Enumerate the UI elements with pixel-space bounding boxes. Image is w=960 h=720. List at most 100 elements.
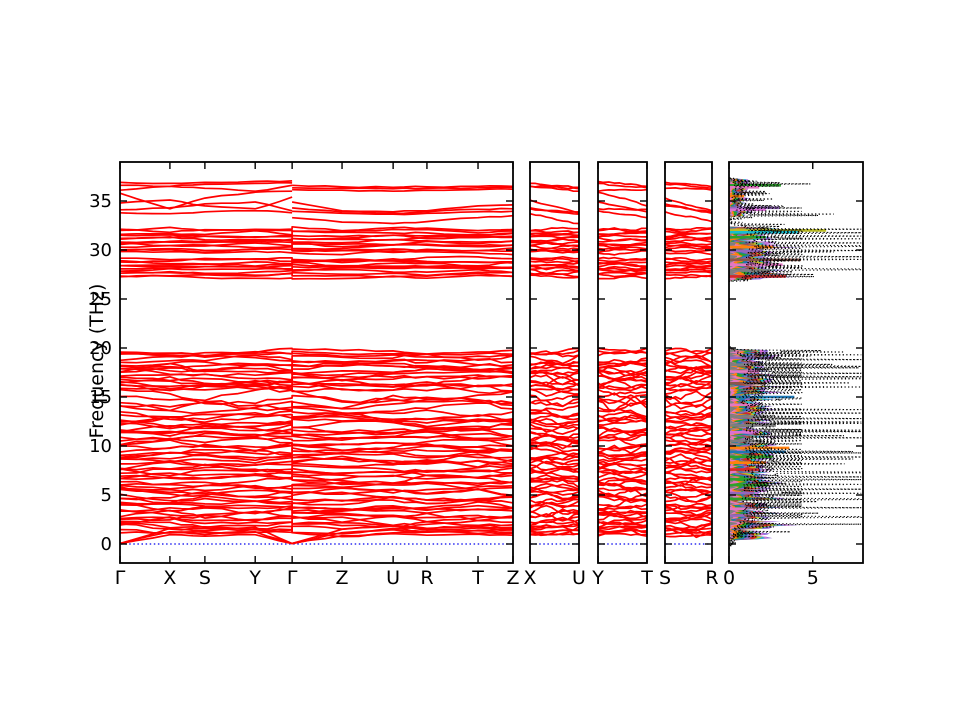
phonon-band: [598, 503, 647, 511]
phonon-band: [665, 533, 712, 538]
phonon-band: [120, 350, 513, 359]
phonon-band: [598, 256, 647, 261]
phonon-band: [598, 370, 647, 382]
phonon-band: [530, 401, 579, 408]
phonon-band: [530, 474, 579, 481]
phonon-band: [530, 464, 579, 473]
phonon-band: [120, 507, 513, 517]
phonon-band: [598, 227, 647, 232]
phonon-band: [530, 498, 579, 506]
phonon-band: [120, 359, 513, 370]
panel-frame: [728, 161, 864, 564]
phonon-band: [530, 374, 579, 386]
phonon-band: [598, 261, 647, 265]
phonon-band: [665, 359, 712, 368]
phonon-band: [120, 232, 513, 239]
phonon-band: [598, 479, 647, 486]
phonon-band: [665, 251, 712, 256]
k-point-label: Γ: [287, 567, 298, 589]
phonon-band: [598, 241, 647, 246]
phonon-band: [120, 228, 513, 234]
phonon-band: [598, 370, 647, 377]
phonon-band: [598, 444, 647, 451]
panel-frame: [119, 161, 514, 564]
k-point-label: T: [471, 567, 484, 589]
phonon-band: [598, 397, 647, 407]
phonon-band: [598, 472, 647, 480]
phonon-band: [120, 463, 513, 474]
phonon-band: [120, 459, 513, 471]
dos-tick-label: 5: [807, 567, 819, 589]
phonon-band: [530, 366, 579, 374]
phonon-band: [665, 241, 712, 246]
phonon-band: [120, 495, 513, 506]
phonon-band: [120, 509, 513, 520]
phonon-band: [665, 484, 712, 494]
phonon-band: [665, 527, 712, 532]
phonon-band: [665, 203, 712, 215]
phonon-band: [530, 247, 579, 251]
phonon-band: [665, 422, 712, 430]
phonon-band: [120, 515, 513, 525]
phonon-band: [530, 408, 579, 419]
phonon-band: [665, 512, 712, 521]
panel-frame: [529, 161, 580, 564]
phonon-band: [530, 398, 579, 408]
phonon-band: [598, 411, 647, 420]
phonon-band: [530, 532, 579, 536]
phonon-band: [598, 425, 647, 433]
phonon-band: [120, 430, 513, 441]
phonon-band: [530, 384, 579, 391]
k-point-label: R: [705, 567, 718, 589]
phonon-band: [665, 347, 712, 355]
k-point-label: U: [386, 567, 400, 589]
phonon-band: [665, 511, 712, 517]
phonon-band: [665, 438, 712, 446]
phonon-band: [530, 207, 579, 216]
phonon-band: [598, 451, 647, 457]
phonon-band: [530, 446, 579, 456]
phonon-band: [120, 347, 513, 356]
phonon-band: [530, 442, 579, 451]
phonon-band: [120, 425, 513, 435]
phonon-band: [598, 275, 647, 280]
y-tick-label: 30: [89, 240, 112, 261]
phonon-band: [530, 423, 579, 433]
phonon-band: [530, 430, 579, 439]
phonon-band: [120, 225, 513, 232]
phonon-band: [665, 390, 712, 401]
phonon-band: [665, 470, 712, 480]
phonon-band: [598, 476, 647, 483]
phonon-band: [120, 413, 513, 424]
total-dos-curve: [729, 166, 804, 549]
phonon-band: [120, 375, 513, 387]
phonon-band: [530, 261, 579, 267]
phonon-band: [120, 502, 513, 512]
phonon-band: [120, 196, 293, 210]
phonon-band: [665, 265, 712, 271]
total-dos-curve: [729, 166, 862, 550]
phonon-band: [120, 420, 513, 430]
phonon-band: [665, 366, 712, 375]
phonon-band: [530, 226, 579, 232]
phonon-band: [120, 442, 513, 453]
phonon-band: [530, 354, 579, 365]
phonon-band: [665, 461, 712, 468]
phonon-band: [598, 408, 647, 418]
phonon-band: [665, 453, 712, 464]
phonon-band: [120, 263, 513, 269]
phonon-band: [530, 241, 579, 245]
phonon-band: [665, 246, 712, 251]
phonon-band: [598, 494, 647, 504]
phonon-band: [598, 465, 647, 474]
phonon-band: [530, 418, 579, 426]
y-tick-label: 20: [89, 338, 112, 359]
phonon-band: [598, 265, 647, 271]
k-point-label: Γ: [115, 567, 126, 589]
phonon-band: [598, 394, 647, 406]
phonon-band: [530, 504, 579, 515]
phonon-band: [120, 484, 513, 494]
phonon-band: [120, 448, 513, 459]
